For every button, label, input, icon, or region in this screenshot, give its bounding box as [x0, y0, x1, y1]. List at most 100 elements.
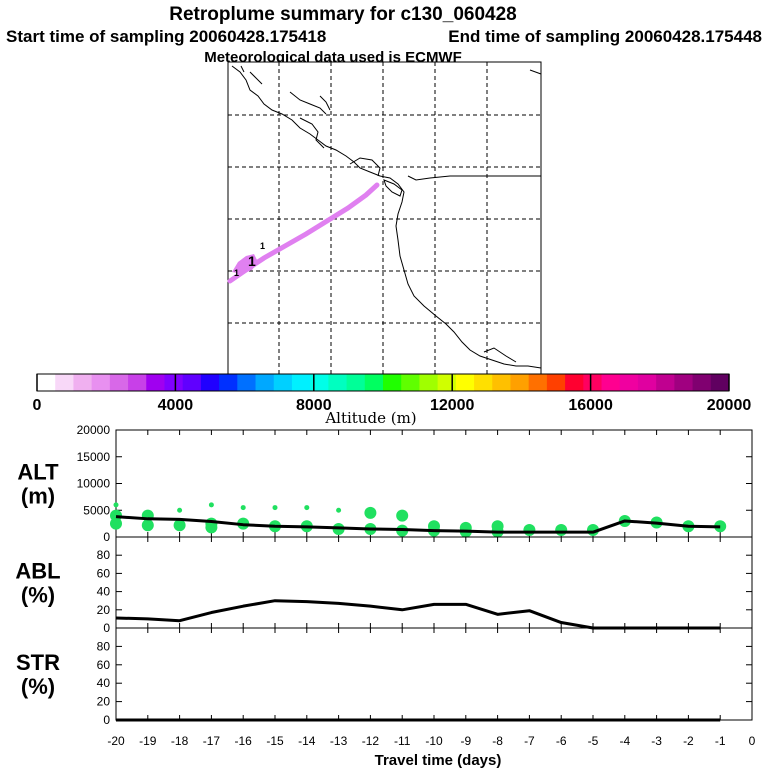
colorbar-swatch: [619, 374, 639, 391]
y-tick-label: 0: [103, 713, 110, 727]
colorbar-swatch: [310, 374, 329, 391]
colorbar-swatch: [674, 374, 694, 391]
y-tick-label: 20: [97, 695, 111, 709]
scatter-point: [113, 502, 119, 508]
x-tick-label: -7: [524, 734, 535, 748]
x-tick-label: -8: [492, 734, 503, 748]
y-tick-label: 80: [97, 639, 111, 653]
y-tick-label: 60: [97, 566, 111, 580]
colorbar-swatch: [255, 374, 275, 391]
scatter-point: [336, 507, 342, 513]
panel-str: 80 60 40 20 0 STR(%): [16, 627, 753, 727]
scatter-point: [304, 505, 310, 511]
x-tick-label: -18: [171, 734, 189, 748]
plume-marker: 1: [248, 253, 256, 269]
panel-abl: 80 60 40 20 0 ABL(%): [15, 536, 753, 635]
x-tick-label: -14: [298, 734, 316, 748]
x-tick-label: 0: [749, 734, 756, 748]
altitude-colorbar: [36, 373, 730, 392]
panel-unit: (%): [21, 583, 55, 608]
plume-markers: 1 1 1: [234, 241, 265, 278]
colorbar-swatch: [273, 374, 293, 391]
y-tick-label: 20: [97, 603, 111, 617]
colorbar-swatch: [401, 374, 420, 391]
x-tick-label: -1: [715, 734, 726, 748]
colorbar-swatch: [128, 374, 147, 391]
y-tick-label: 5000: [83, 503, 110, 517]
y-tick-label: 10000: [77, 477, 111, 491]
x-tick-label: -16: [235, 734, 253, 748]
plume-marker: 1: [234, 268, 239, 278]
scatter-point: [205, 521, 218, 534]
colorbar-swatch: [528, 374, 548, 391]
x-tick-label: -9: [460, 734, 471, 748]
time-series-panels: 20000150001000050000ALT(m)806040200ABL(%…: [15, 423, 755, 748]
colorbar-tick-label: 8000: [296, 397, 332, 414]
colorbar-tick-label: 20000: [707, 397, 752, 414]
x-tick-label: -12: [362, 734, 380, 748]
scatter-point: [523, 524, 536, 537]
colorbar-swatch: [455, 374, 475, 391]
colorbar-swatch: [546, 374, 566, 391]
colorbar-tick-label: 4000: [158, 397, 194, 414]
x-tick-label: -11: [394, 734, 411, 748]
colorbar-swatch: [291, 374, 311, 391]
colorbar-swatch: [364, 374, 384, 391]
colorbar-tick-label: 16000: [568, 397, 613, 414]
x-tick-label: -20: [107, 734, 125, 748]
colorbar-swatch: [55, 374, 74, 391]
colorbar-tick-labels: 0 4000 8000 12000 16000 20000: [33, 397, 752, 414]
y-tick-label: 40: [97, 676, 111, 690]
colorbar-swatch: [510, 374, 530, 391]
panel-unit: (m): [21, 484, 55, 509]
map-graticule: [228, 62, 541, 375]
figure-title: Retroplume summary for c130_060428: [169, 4, 516, 25]
panel-frame: [115, 536, 753, 629]
colorbar-swatch: [474, 374, 493, 391]
panel-alt: 20000 15000 10000 5000 0 ALT(m): [17, 423, 753, 544]
panel-label: STR: [16, 650, 60, 675]
panel-label: ABL: [15, 559, 60, 584]
colorbar-swatch: [109, 374, 129, 391]
series-line: [115, 599, 721, 630]
start-time-label: Start time of sampling 20060428.175418: [6, 27, 326, 46]
colorbar-swatch: [710, 374, 730, 391]
scatter-point: [173, 519, 186, 532]
colorbar-swatch: [182, 374, 202, 391]
colorbar-swatch: [383, 374, 402, 391]
y-tick-label: 0: [103, 530, 110, 544]
colorbar-swatch: [656, 374, 675, 391]
scatter-point: [177, 507, 183, 513]
y-tick-label: 20000: [77, 423, 111, 437]
end-time-label: End time of sampling 20060428.175448: [448, 27, 762, 46]
x-tick-label: -10: [425, 734, 443, 748]
x-tick-label: -2: [683, 734, 694, 748]
panel-label: ALT: [17, 460, 59, 485]
scatter-point: [141, 519, 154, 532]
colorbar-swatch: [73, 374, 93, 391]
colorbar-swatch: [346, 374, 366, 391]
colorbar-swatch: [583, 374, 603, 391]
y-tick-label: 60: [97, 658, 111, 672]
plume-marker: 1: [260, 241, 265, 251]
x-tick-label: -6: [556, 734, 567, 748]
scatter-point: [396, 509, 409, 522]
colorbar-swatch: [37, 374, 56, 391]
colorbar-swatch: [164, 374, 184, 391]
colorbar-title: Altitude (m): [324, 409, 416, 427]
scatter-point: [364, 506, 377, 519]
x-axis-title: Travel time (days): [375, 752, 502, 768]
colorbar-swatch: [565, 374, 584, 391]
x-tick-label: -3: [651, 734, 662, 748]
colorbar-swatch: [601, 374, 621, 391]
series-line: [115, 515, 721, 534]
x-tick-label: -15: [266, 734, 284, 748]
colorbar-tick-label: 12000: [430, 397, 475, 414]
scatter-point: [555, 524, 568, 537]
y-tick-label: 40: [97, 585, 111, 599]
plume-cluster: [232, 254, 258, 274]
y-tick-label: 80: [97, 548, 111, 562]
colorbar-swatch: [437, 374, 457, 391]
panel-unit: (%): [21, 674, 55, 699]
